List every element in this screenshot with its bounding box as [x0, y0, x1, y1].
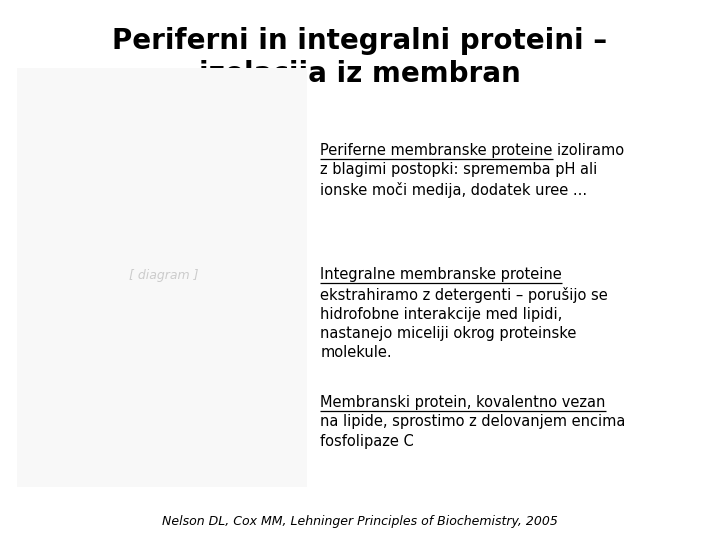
Text: Integralne membranske proteine
ekstrahiramo z detergenti – porušijo se
hidrofobn: Integralne membranske proteine ekstrahir… — [320, 267, 608, 361]
Text: Periferne membranske proteine: Periferne membranske proteine — [0, 539, 1, 540]
Text: Periferne membranske proteine izoliramo
z blagimi postopki: sprememba pH ali
ion: Periferne membranske proteine izoliramo … — [320, 143, 624, 198]
Text: Periferni in integralni proteini –
izolacija iz membran: Periferni in integralni proteini – izola… — [112, 27, 608, 89]
Text: Membranski protein, kovalentno vezan
na lipide, sprostimo z delovanjem encima
fo: Membranski protein, kovalentno vezan na … — [320, 395, 626, 449]
Text: Nelson DL, Cox MM, Lehninger Principles of Biochemistry, 2005: Nelson DL, Cox MM, Lehninger Principles … — [162, 515, 558, 528]
FancyBboxPatch shape — [17, 68, 307, 487]
Text: [ diagram ]: [ diagram ] — [129, 269, 199, 282]
